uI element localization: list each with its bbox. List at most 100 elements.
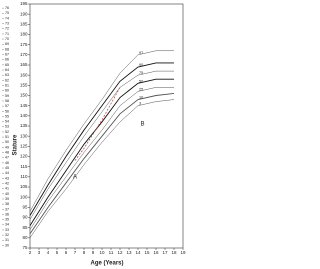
plot-frame xyxy=(29,3,184,249)
x-tick-label: 2 xyxy=(29,250,32,255)
y-tick-label: 95 xyxy=(22,205,28,210)
y-tick-label: 135 xyxy=(20,123,28,128)
y-tick-label: 140 xyxy=(20,113,28,118)
y2-tick-label: 61 xyxy=(5,83,9,87)
percentile-line xyxy=(29,62,174,216)
percentile-line xyxy=(29,50,174,212)
y2-tick-label: 67 xyxy=(5,53,9,57)
x-tick-label: 9 xyxy=(92,250,95,255)
x-tick-label: 13 xyxy=(126,250,132,255)
y2-tick-label: 63 xyxy=(5,73,9,77)
y2-tick-label: 38 xyxy=(5,202,9,206)
y2-tick-label: 49 xyxy=(5,145,9,149)
y2-tick-label: 75 xyxy=(5,11,9,15)
x-axis-title: Age (Years) xyxy=(90,261,123,267)
x-tick-label: 15 xyxy=(144,250,150,255)
y2-tick-label: 53 xyxy=(5,125,9,129)
y2-tick-label: 41 xyxy=(5,187,9,191)
x-tick-label: 18 xyxy=(171,250,177,255)
y2-tick-label: 40 xyxy=(5,192,9,196)
y2-tick-label: 31 xyxy=(5,238,9,242)
y-tick-label: 150 xyxy=(20,93,28,98)
x-tick-label: 5 xyxy=(56,250,59,255)
percentile-line xyxy=(29,99,175,238)
y-tick-label: 160 xyxy=(20,72,28,77)
percentile-line xyxy=(29,70,174,220)
y2-tick-label: 60 xyxy=(5,89,9,93)
series-label: 97 xyxy=(139,51,143,55)
y2-tick-label: 56 xyxy=(5,109,9,113)
y2-tick-label: 45 xyxy=(5,166,9,170)
y2-tick-label: 76 xyxy=(5,6,9,10)
y2-tick-label: 59 xyxy=(5,94,9,98)
y2-tick-label: 30 xyxy=(5,243,9,247)
y-tick-label: 180 xyxy=(20,32,28,37)
y2-tick-label: 73 xyxy=(5,22,9,26)
y2-tick-label: 54 xyxy=(5,120,9,124)
percentile-line xyxy=(29,78,174,226)
y-tick-label: 175 xyxy=(20,42,28,47)
y2-tick-label: 36 xyxy=(5,212,9,216)
y-tick-label: 170 xyxy=(20,52,28,57)
y2-tick-label: 32 xyxy=(5,233,9,237)
x-tick-label: 11 xyxy=(109,250,114,255)
annotation: B xyxy=(140,122,144,128)
y2-tick-label: 51 xyxy=(5,135,9,139)
series-label: 90 xyxy=(139,63,143,67)
y2-tick-label: 52 xyxy=(5,130,9,134)
patient-line xyxy=(74,87,121,161)
y2-tick-label: 65 xyxy=(5,63,9,67)
x-tick-label: 6 xyxy=(65,250,68,255)
percentile-line xyxy=(29,87,174,230)
y-tick-label: 165 xyxy=(20,62,28,67)
y-tick-label: 190 xyxy=(20,11,28,16)
y-tick-label: 100 xyxy=(20,194,28,199)
y2-tick-label: 58 xyxy=(5,99,9,103)
y2-tick-label: 46 xyxy=(5,161,9,165)
y-axis-title: Stature xyxy=(13,134,19,155)
y2-tick-label: 68 xyxy=(5,47,9,51)
y-tick-label: 120 xyxy=(20,154,28,159)
y2-tick-label: 48 xyxy=(5,151,9,155)
series-label: 25 xyxy=(139,87,143,91)
x-tick-label: 3 xyxy=(38,250,41,255)
y2-tick-label: 71 xyxy=(5,32,9,36)
chart: Age (Years) Stature 75808590951001051101… xyxy=(2,1,186,267)
x-tick-label: 4 xyxy=(47,250,50,255)
y2-tick-label: 64 xyxy=(5,68,9,72)
y2-tick-label: 55 xyxy=(5,114,9,118)
y-tick-label: 155 xyxy=(20,83,28,88)
y2-tick-label: 37 xyxy=(5,207,9,211)
annotation: A xyxy=(73,174,77,180)
percentile-line xyxy=(29,93,175,235)
series-label: 3 xyxy=(139,102,141,106)
y2-tick-label: 66 xyxy=(5,58,9,62)
y2-tick-label: 70 xyxy=(5,37,9,41)
y2-tick-label: 69 xyxy=(5,42,9,46)
y2-tick-label: 57 xyxy=(5,104,9,108)
y-tick-label: 105 xyxy=(20,184,28,189)
y-tick-label: 185 xyxy=(20,22,28,27)
x-tick-label: 17 xyxy=(162,250,168,255)
y-tick-label: 75 xyxy=(22,245,28,250)
y-tick-label: 90 xyxy=(22,215,28,220)
y2-tick-label: 43 xyxy=(5,176,9,180)
series-label: 10 xyxy=(139,96,143,100)
y2-tick-label: 62 xyxy=(5,78,9,82)
y2-tick-label: 74 xyxy=(5,16,9,20)
x-tick-label: 19 xyxy=(180,250,186,255)
y2-tick-label: 39 xyxy=(5,197,9,201)
x-tick-label: 7 xyxy=(74,250,77,255)
y-tick-label: 125 xyxy=(20,144,28,149)
y-tick-label: 195 xyxy=(20,1,28,6)
x-tick-label: 14 xyxy=(135,250,141,255)
series-label: 75 xyxy=(139,71,143,75)
y2-tick-label: 50 xyxy=(5,140,9,144)
y2-tick-label: 44 xyxy=(5,171,9,175)
y2-tick-label: 35 xyxy=(5,218,9,222)
y2-tick-label: 34 xyxy=(5,223,9,227)
y-tick-label: 85 xyxy=(22,225,28,230)
x-tick-label: 10 xyxy=(99,250,105,255)
y2-tick-label: 33 xyxy=(5,228,9,232)
y-tick-label: 130 xyxy=(20,133,28,138)
